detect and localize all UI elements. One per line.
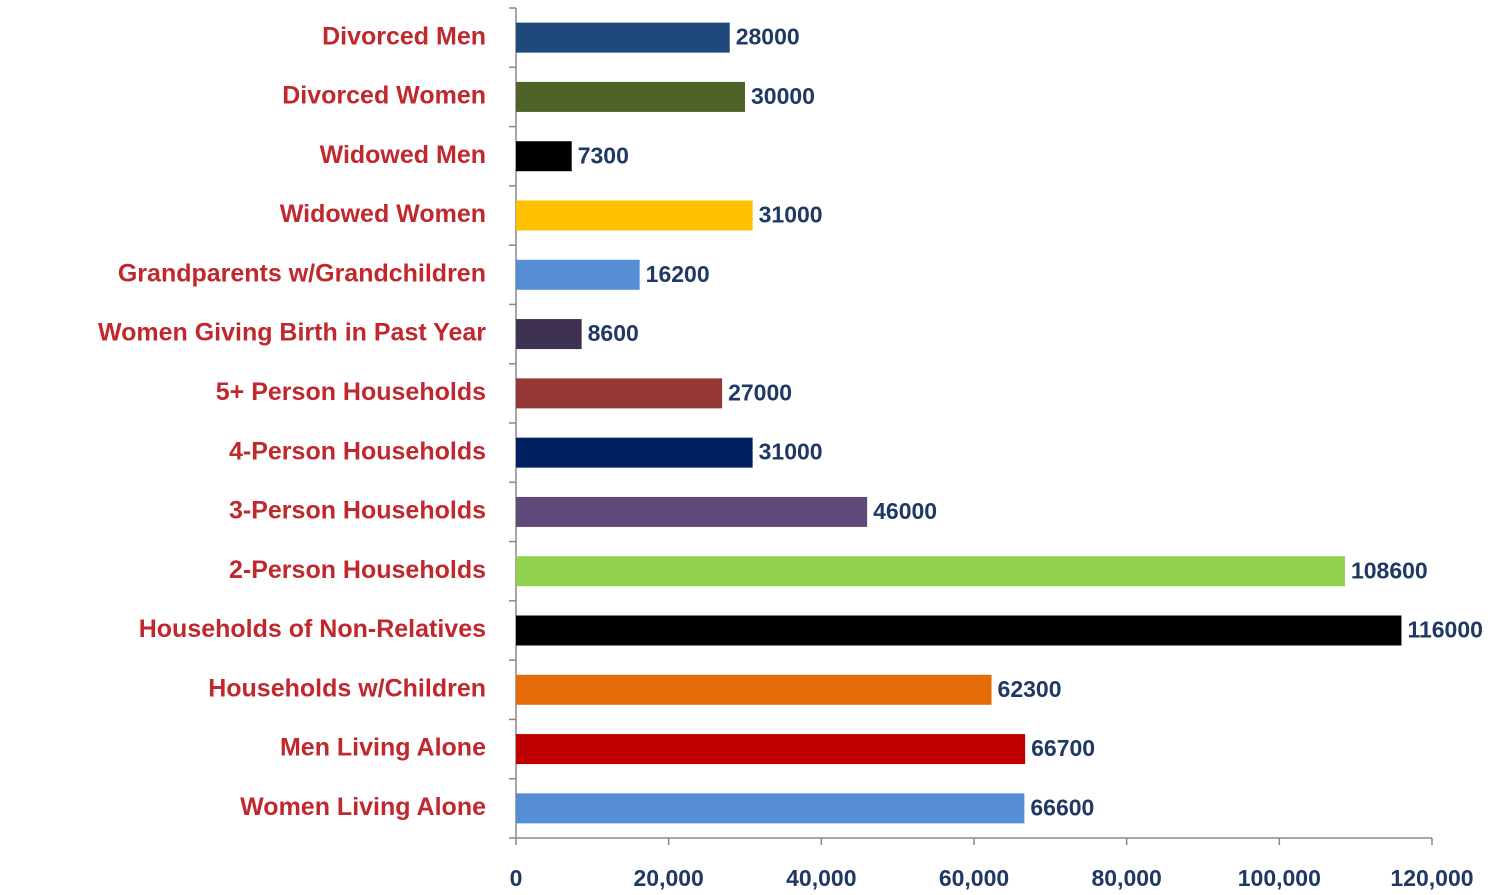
x-tick-label: 120,000 bbox=[1390, 865, 1473, 891]
bar bbox=[516, 22, 730, 53]
bar bbox=[516, 200, 753, 231]
value-label: 66700 bbox=[1031, 735, 1095, 761]
category-label: Grandparents w/Grandchildren bbox=[118, 259, 486, 287]
category-label: Widowed Men bbox=[320, 141, 486, 169]
bar bbox=[516, 437, 753, 468]
x-tick-label: 0 bbox=[510, 865, 523, 891]
value-label: 62300 bbox=[998, 676, 1062, 702]
x-tick-label: 40,000 bbox=[786, 865, 856, 891]
category-label: Women Living Alone bbox=[240, 793, 486, 821]
value-label: 16200 bbox=[646, 261, 710, 287]
bar bbox=[516, 556, 1345, 587]
value-label: 27000 bbox=[728, 379, 792, 405]
bar bbox=[516, 259, 640, 290]
value-label: 7300 bbox=[578, 142, 629, 168]
value-label: 8600 bbox=[588, 320, 639, 346]
x-tick-label: 80,000 bbox=[1091, 865, 1161, 891]
category-label: Households of Non-Relatives bbox=[139, 615, 486, 643]
bar bbox=[516, 81, 745, 112]
category-label: Women Giving Birth in Past Year bbox=[98, 319, 486, 347]
category-label: Households w/Children bbox=[208, 674, 486, 702]
bar bbox=[516, 734, 1026, 765]
category-label: 4-Person Households bbox=[229, 437, 486, 465]
category-label: Men Living Alone bbox=[280, 734, 486, 762]
value-label: 31000 bbox=[759, 202, 823, 228]
category-label: 5+ Person Households bbox=[216, 378, 486, 406]
category-label: Divorced Men bbox=[322, 22, 486, 50]
value-label: 28000 bbox=[736, 24, 800, 50]
category-label: Divorced Women bbox=[282, 82, 486, 110]
x-tick-label: 60,000 bbox=[939, 865, 1009, 891]
bar bbox=[516, 615, 1402, 646]
bar bbox=[516, 793, 1025, 824]
x-tick-label: 100,000 bbox=[1238, 865, 1321, 891]
bar bbox=[516, 496, 868, 527]
value-label: 30000 bbox=[751, 83, 815, 109]
bar bbox=[516, 141, 572, 172]
category-label: 3-Person Households bbox=[229, 497, 486, 525]
bar bbox=[516, 319, 582, 350]
value-label: 116000 bbox=[1407, 617, 1482, 643]
x-tick-label: 20,000 bbox=[633, 865, 703, 891]
bar bbox=[516, 378, 723, 409]
category-label: 2-Person Households bbox=[229, 556, 486, 584]
value-label: 66600 bbox=[1030, 794, 1094, 820]
value-label: 46000 bbox=[873, 498, 937, 524]
bar bbox=[516, 674, 992, 705]
category-label: Widowed Women bbox=[280, 200, 486, 228]
value-label: 31000 bbox=[759, 439, 823, 465]
value-label: 108600 bbox=[1351, 557, 1428, 583]
